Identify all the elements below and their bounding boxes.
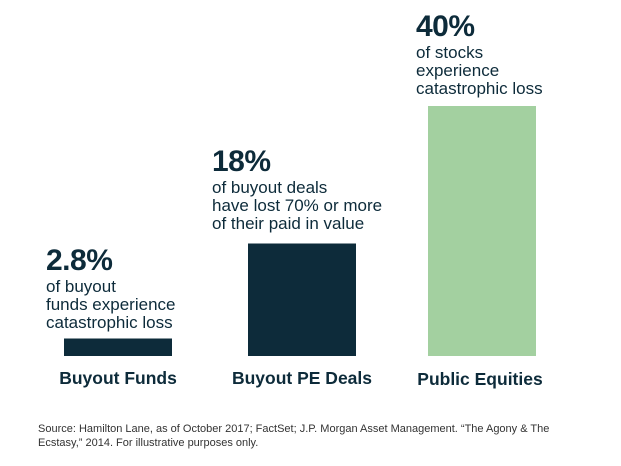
description-public-equities: of stocks experience catastrophic loss [416,43,543,98]
value-label-public-equities: 40% [416,10,475,43]
annotation-public-equities: 40% of stocks experience catastrophic lo… [416,12,543,98]
description-buyout-pe-deals: of buyout deals have lost 70% or more of… [212,178,383,233]
value-label-buyout-funds: 2.8% [46,244,113,277]
bar-buyout-pe-deals [248,243,356,356]
value-label-buyout-pe-deals: 18% [212,145,271,178]
annotation-buyout-pe-deals: 18% of buyout deals have lost 70% or mor… [212,147,382,233]
category-label-public-equities: Public Equities [417,369,543,389]
description-buyout-funds: of buyout funds experience catastrophic … [46,277,176,332]
category-label-buyout-pe-deals: Buyout PE Deals [231,368,373,388]
bar-buyout-funds [64,338,172,356]
category-label-buyout-funds: Buyout Funds [59,368,177,388]
bar-public-equities [428,106,536,356]
annotation-buyout-funds: 2.8% of buyout funds experience catastro… [46,246,175,332]
source-note: Source: Hamilton Lane, as of October 201… [38,423,550,449]
